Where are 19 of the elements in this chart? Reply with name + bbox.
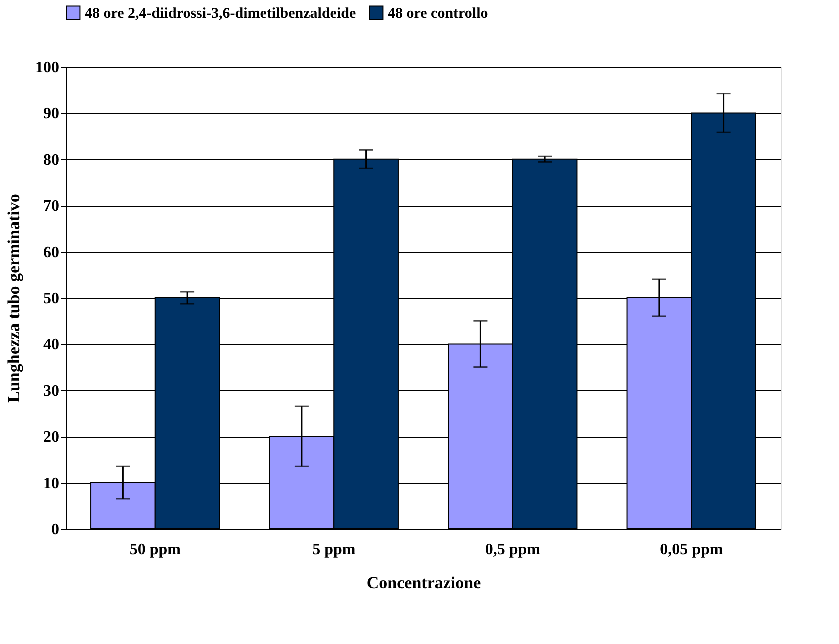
y-tick-label: 40 — [44, 336, 60, 354]
y-tick-label: 20 — [44, 429, 60, 446]
y-axis-title: Lunghezza tubo germinativo — [4, 194, 24, 403]
y-tick-label: 100 — [36, 60, 60, 76]
x-tick-label: 50 ppm — [130, 542, 182, 558]
y-tick-label: 0 — [52, 522, 60, 538]
legend-label: 48 ore controllo — [388, 6, 488, 22]
y-tick-label: 90 — [44, 106, 60, 123]
x-tick-label: 0,05 ppm — [660, 542, 724, 558]
legend-label: 48 ore 2,4-diidrossi-3,6-dimetilbenzaldeide — [85, 6, 356, 22]
x-axis-title: Concentrazione — [366, 574, 482, 592]
y-tick-label: 60 — [44, 244, 60, 262]
y-tick-label: 30 — [44, 382, 60, 400]
x-tick-label: 0,5 ppm — [485, 542, 542, 558]
y-tick-label: 50 — [44, 290, 60, 308]
y-tick-label: 70 — [44, 198, 60, 216]
x-tick-label: 5 ppm — [312, 542, 356, 558]
y-tick-label: 80 — [44, 152, 60, 169]
y-tick-label: 10 — [44, 475, 60, 492]
